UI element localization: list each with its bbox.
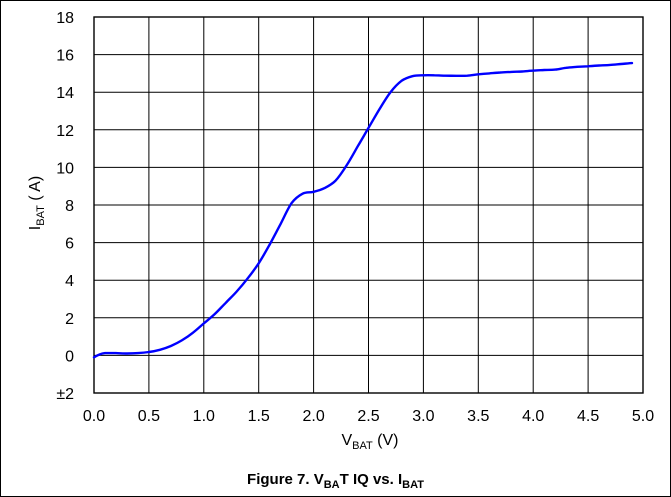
x-tick-label: 3.0: [412, 408, 434, 425]
y-tick-label: 8: [65, 198, 74, 215]
x-axis-label: VBAT (V): [341, 432, 398, 452]
x-tick-label: 2.0: [302, 408, 324, 425]
y-tick-label: 4: [65, 273, 74, 290]
grid: [93, 16, 644, 394]
y-tick-label: 16: [56, 48, 74, 65]
y-tick-labels: 18 16 14 12 10 8 6 4 2 0 ±2: [56, 10, 74, 403]
y-tick-label: 0: [65, 348, 74, 365]
y-tick-label: 12: [56, 123, 74, 140]
y-tick-label: 6: [65, 236, 74, 253]
line-chart: 18 16 14 12 10 8 6 4 2 0 ±2 0.0 0.5 1.0 1.5 2.0 2.5 3.0 3…: [27, 10, 654, 452]
y-tick-label: ±2: [56, 386, 74, 403]
x-tick-label: 3.5: [467, 408, 489, 425]
figure-caption: Figure 7. VBAT IQ vs. IBAT: [247, 471, 424, 491]
x-tick-label: 2.5: [357, 408, 379, 425]
y-tick-label: 18: [56, 10, 74, 27]
x-tick-label: 5.0: [632, 408, 654, 425]
x-tick-label: 0.5: [138, 408, 160, 425]
y-tick-label: 2: [65, 311, 74, 328]
x-tick-label: 1.5: [248, 408, 270, 425]
x-tick-labels: 0.0 0.5 1.0 1.5 2.0 2.5 3.0 3.5 4.0 4.5 5.0: [83, 408, 654, 425]
y-axis-label: IBAT ( A): [27, 176, 47, 230]
x-tick-label: 4.5: [577, 408, 599, 425]
x-tick-label: 0.0: [83, 408, 105, 425]
x-tick-label: 4.0: [522, 408, 544, 425]
y-tick-label: 14: [56, 85, 74, 102]
series-line: [92, 61, 634, 359]
plot-area: [93, 16, 644, 394]
x-tick-label: 1.0: [193, 408, 215, 425]
y-tick-label: 10: [56, 160, 74, 177]
